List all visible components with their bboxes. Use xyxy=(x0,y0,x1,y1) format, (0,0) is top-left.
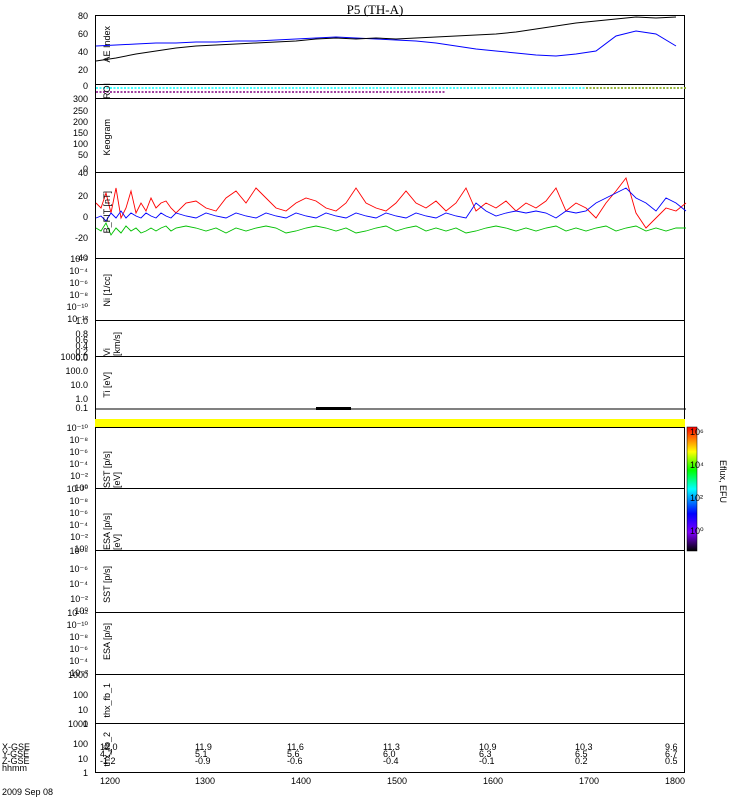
yellow-highlight-band xyxy=(95,419,685,427)
sst1-ylabel: SST [p/s] [eV] xyxy=(102,443,122,488)
bfit-ylabel: B_FIT [nT] xyxy=(102,191,112,233)
ae-ylabel: AE Index xyxy=(102,26,112,63)
keogram-ylabel: Keogram xyxy=(102,119,112,156)
ti-ylabel: Ti [eV] xyxy=(102,372,112,398)
sst2-panel: 10⁻⁸ 10⁻⁶ 10⁻⁴ 10⁻² 10⁰ SST [p/s] xyxy=(95,551,685,613)
keogram-panel: 300 250 200 150 100 50 0 Keogram xyxy=(95,99,685,173)
roi-panel: ROI xyxy=(95,85,685,99)
bfit-panel: 40 20 0 -20 -40 B_FIT [nT] Bz By Bx xyxy=(95,173,685,259)
fb1-ylabel: thx_fb_1 xyxy=(102,683,112,718)
time-axis-ticks: 1200 1300 1400 1500 1600 1700 1800 xyxy=(95,776,685,790)
date-label: 2009 Sep 08 xyxy=(2,787,53,797)
v-ylabel: Vi [km/s] xyxy=(102,324,122,356)
esa2-panel: 10⁻¹² 10⁻¹⁰ 10⁻⁸ 10⁻⁶ 10⁻⁴ 10⁻² ESA [p/s… xyxy=(95,613,685,675)
fb1-panel: 1000 100 10 1 thx_fb_1 xyxy=(95,675,685,724)
gse-coordinate-rows: 12.0 11.9 11.6 11.3 10.9 10.3 9.6 4.7 5.… xyxy=(95,742,685,770)
colorbar-label: Eflux, EFU xyxy=(718,460,728,503)
ni-ylabel: Ni [1/cc] xyxy=(102,274,112,307)
esa1-ylabel: ESA [p/s] [eV] xyxy=(102,504,122,550)
timeseries-dashboard: P5 (TH-A) 80 60 40 20 0 AE Index Kyoto A… xyxy=(0,0,750,800)
roi-ylabel: ROI xyxy=(102,83,112,99)
ni-panel: 10⁻² 10⁻⁴ 10⁻⁶ 10⁻⁸ 10⁻¹⁰ 10⁻¹² Ni [1/cc… xyxy=(95,259,685,321)
esa1-panel: 10⁻¹⁰ 10⁻⁸ 10⁻⁶ 10⁻⁴ 10⁻² 10⁰ ESA [p/s] … xyxy=(95,489,685,551)
sst1-panel: 10⁻¹⁰ 10⁻⁸ 10⁻⁶ 10⁻⁴ 10⁻² 10⁰ SST [p/s] … xyxy=(95,427,685,489)
sst2-ylabel: SST [p/s] xyxy=(102,566,112,603)
esa2-ylabel: ESA [p/s] xyxy=(102,623,112,660)
ae-panel: 80 60 40 20 0 AE Index Kyoto AE Themis A… xyxy=(95,15,685,85)
v-panel: 1.0 0.8 0.6 0.4 0.2 0.0 Vi [km/s] Tall xyxy=(95,321,685,357)
ti-panel: 1000.0 100.0 10.0 1.0 0.1 Ti [eV] Tall T… xyxy=(95,357,685,419)
